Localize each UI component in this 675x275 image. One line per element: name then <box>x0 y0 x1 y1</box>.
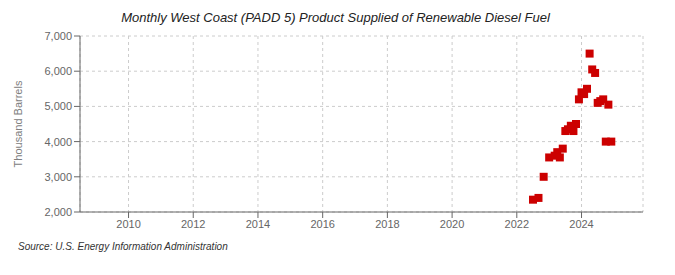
svg-text:7,000: 7,000 <box>44 30 72 42</box>
svg-text:2022: 2022 <box>505 218 529 230</box>
svg-text:Thousand Barrels: Thousand Barrels <box>12 80 24 167</box>
svg-text:2,000: 2,000 <box>44 206 72 218</box>
svg-text:2018: 2018 <box>375 218 399 230</box>
html-text:Monthly West Coast (PADD 5) Pr: Monthly West Coast (PADD 5) Product Supp… <box>121 10 550 25</box>
svg-text:2020: 2020 <box>440 218 464 230</box>
svg-text:5,000: 5,000 <box>44 100 72 112</box>
svg-text:2012: 2012 <box>181 218 205 230</box>
svg-text:3,000: 3,000 <box>44 171 72 183</box>
svg-text:2016: 2016 <box>310 218 334 230</box>
svg-text:2010: 2010 <box>116 218 140 230</box>
svg-text:2024: 2024 <box>569 218 593 230</box>
svg-text:6,000: 6,000 <box>44 65 72 77</box>
html-text:Source: U.S. Energy Informatio: Source: U.S. Energy Information Administ… <box>18 241 228 252</box>
svg-text:2014: 2014 <box>246 218 270 230</box>
svg-text:4,000: 4,000 <box>44 136 72 148</box>
